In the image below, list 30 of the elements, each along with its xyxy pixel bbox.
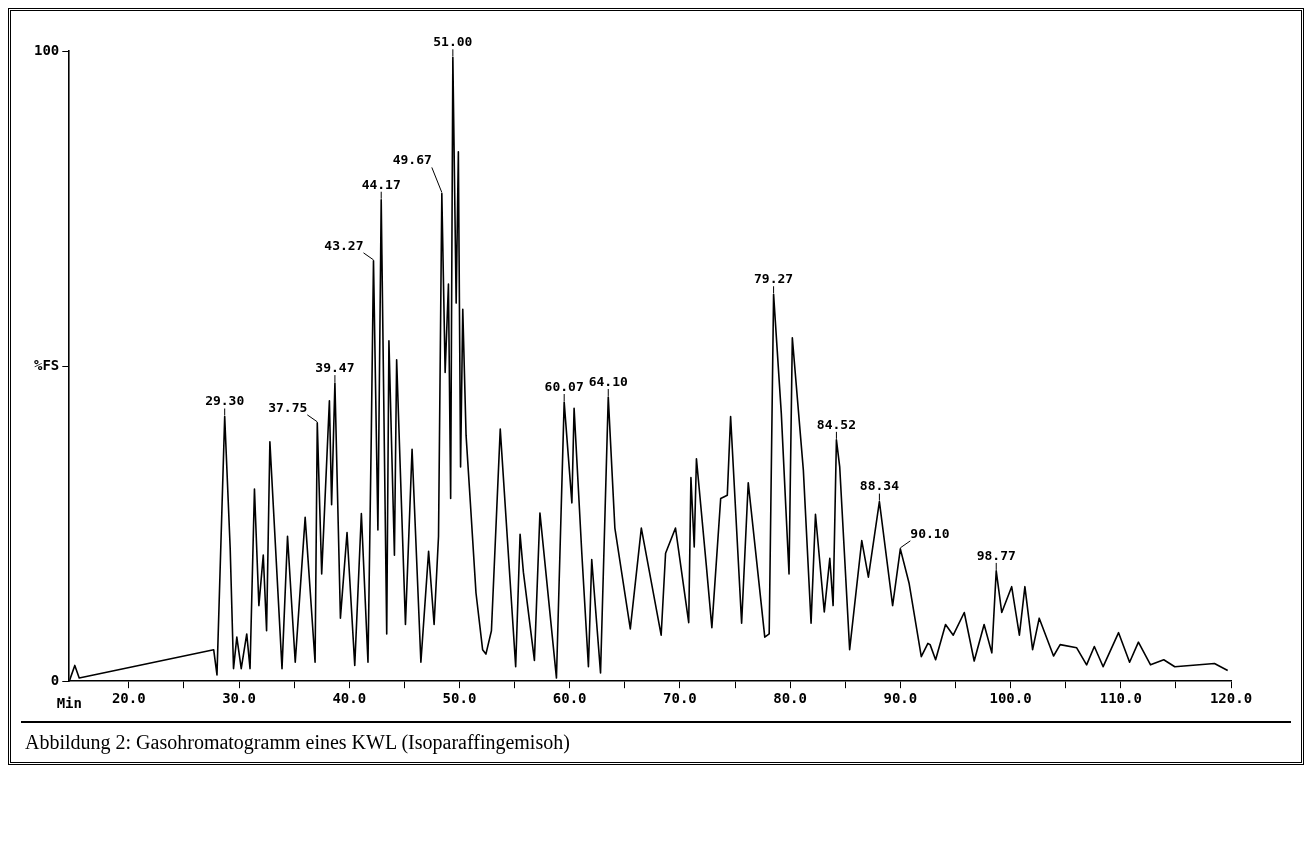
annotation: 98.77 <box>976 547 1016 563</box>
text: Abbildung 2: Gasohromatogramm eines KWL (Isoparaffingemisoh) <box>21 721 1291 762</box>
y-tick-label: 0 <box>50 671 60 688</box>
x-tick-label: 90.0 <box>883 690 918 707</box>
annotation: 84.52 <box>816 416 856 432</box>
annotation: 29.30 <box>205 393 245 409</box>
x-tick-label: 80.0 <box>773 690 807 707</box>
annotation: 37.75 <box>268 399 308 415</box>
annotation: 79.27 <box>754 271 794 287</box>
annotation: 49.67 <box>392 152 432 168</box>
x-tick-label: 70.0 <box>663 690 697 707</box>
annotation: 39.47 <box>315 359 355 375</box>
annotation: 43.27 <box>324 237 364 253</box>
x-tick-label: 30.0 <box>222 690 256 707</box>
annotation: 88.34 <box>859 478 900 494</box>
y-tick-label: 100 <box>33 41 60 58</box>
x-tick-label: 120.0 <box>1209 690 1253 707</box>
annotation: 64.10 <box>588 373 628 389</box>
annotation: 51.00 <box>433 34 473 50</box>
x-tick-label: 20.0 <box>111 690 146 707</box>
x-tick-label: 60.0 <box>552 690 587 707</box>
annotation: 44.17 <box>361 176 401 192</box>
x-axis-title: Min <box>56 694 82 711</box>
x-tick-label: 100.0 <box>989 690 1032 707</box>
y-tick-label: %FS <box>33 356 60 373</box>
x-tick-label: 110.0 <box>1099 690 1142 707</box>
x-tick-label: 40.0 <box>332 690 367 707</box>
annotation: 90.10 <box>910 525 950 541</box>
x-tick-label: 50.0 <box>442 690 477 707</box>
annotation: 60.07 <box>544 378 584 394</box>
